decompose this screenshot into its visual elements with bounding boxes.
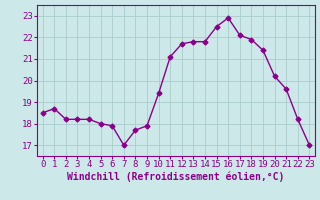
- X-axis label: Windchill (Refroidissement éolien,°C): Windchill (Refroidissement éolien,°C): [67, 172, 285, 182]
